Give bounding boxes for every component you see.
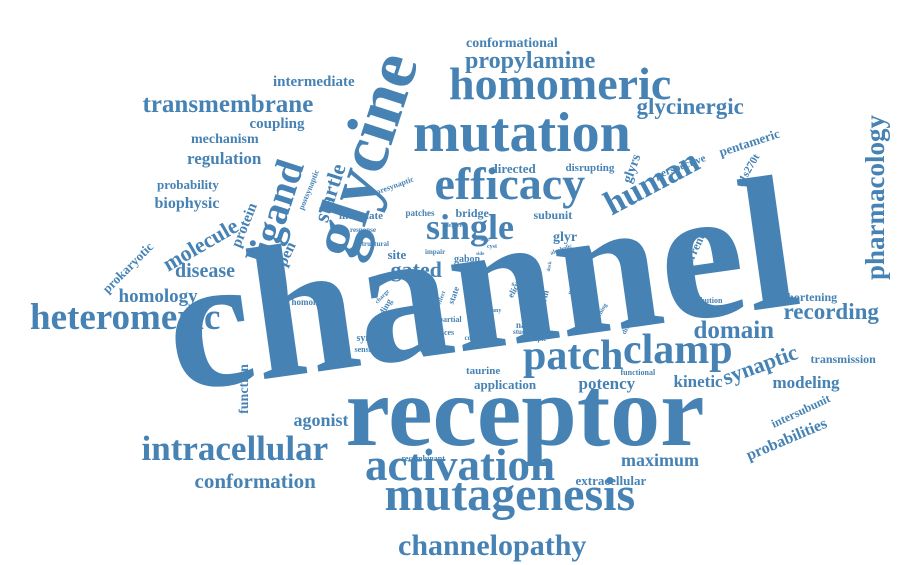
word-homology: homology — [118, 285, 198, 307]
word-clamp: clamp — [623, 327, 733, 373]
word-gated: gated — [390, 257, 442, 282]
word-multiple: multiple — [521, 334, 547, 343]
word-disrupting: disrupting — [565, 161, 615, 174]
word-intermediate: intermediate — [273, 73, 355, 90]
word-conformational: conformational — [466, 36, 558, 51]
word-patches: patches — [405, 207, 435, 218]
word-base: base — [463, 284, 473, 290]
word-model: model — [469, 322, 488, 331]
word-recording: recording — [783, 298, 879, 324]
word-regulation: regulation — [187, 148, 262, 168]
word-application: application — [474, 376, 537, 392]
word-propylamine: propylamine — [465, 48, 596, 74]
word-extracellular: extracellular — [575, 472, 647, 488]
word-efficacy: efficacy — [434, 158, 586, 209]
word-chrysanthemi: chrysanthemi — [577, 247, 590, 313]
word-distribution: distribution — [682, 296, 723, 305]
word-response: response — [350, 225, 376, 234]
word-functional: functional — [620, 368, 656, 377]
word-study: study — [513, 327, 530, 336]
word-contrast: contrast — [464, 333, 490, 342]
word-kinetic: kinetic — [673, 371, 723, 391]
word-transmission: transmission — [810, 352, 876, 366]
word-homomeric: homomeric — [449, 58, 672, 109]
word-subunit: subunit — [533, 208, 573, 222]
word-glyr: glyr — [553, 230, 578, 245]
word-conformation: conformation — [194, 468, 316, 493]
word-shortening: shortening — [782, 290, 838, 304]
word-modeling: modeling — [772, 372, 840, 392]
word-coupling: coupling — [249, 115, 305, 132]
word-activation: activation — [365, 439, 555, 490]
word-impair: impair — [425, 247, 446, 256]
word-gabon: gabon — [454, 254, 481, 265]
word-salt: salt — [511, 279, 523, 288]
word-modulate: modulate — [339, 209, 383, 222]
word-function: function — [236, 364, 252, 414]
word-directed: directed — [490, 160, 536, 176]
word-degree: degree — [445, 223, 463, 229]
word-many: many — [487, 308, 502, 314]
word-mediate: mediate — [411, 345, 435, 354]
word-native: native — [516, 319, 540, 330]
word-loop: loop — [480, 237, 490, 243]
word-sensitive: sensitive — [354, 345, 384, 354]
word-glycinergic: glycinergic — [636, 93, 744, 119]
word-site: site — [387, 246, 407, 262]
word-bridge: bridge — [455, 206, 489, 220]
word-taurine: taurine — [466, 364, 501, 377]
word-domain: domain — [693, 316, 775, 344]
word-partial: partial — [438, 315, 462, 324]
word-side: side — [476, 251, 485, 257]
word-short: short — [473, 310, 487, 316]
word-mechanism: mechanism — [191, 132, 259, 147]
word-transmembrane: transmembrane — [142, 90, 314, 118]
word-disease: disease — [175, 260, 235, 282]
word-homomers: homomers — [291, 296, 333, 307]
word-pharmacology: pharmacology — [859, 114, 890, 280]
word-intracellular: intracellular — [141, 428, 329, 468]
word-receptor: receptor — [345, 356, 705, 467]
word-mutation: mutation — [413, 102, 631, 164]
word-structural: structural — [359, 239, 389, 248]
word-probability: probability — [157, 176, 219, 192]
word-channelopathy: channelopathy — [398, 529, 587, 562]
word-helices: helices — [431, 328, 455, 337]
word-mutagenesis: mutagenesis — [384, 468, 636, 521]
word-biophysic: biophysic — [154, 195, 220, 212]
word-agonist: agonist — [293, 410, 349, 430]
word-synapse: synapse — [356, 333, 390, 344]
word-heteromeric: heteromeric — [30, 296, 221, 338]
word-single: single — [426, 207, 515, 247]
word-potency: potency — [578, 373, 636, 393]
word-cyst: cyst — [487, 244, 497, 250]
word-recombinant: recombinant — [401, 454, 445, 463]
word-patch: patch — [523, 333, 624, 379]
word-maximum: maximum — [621, 450, 699, 470]
